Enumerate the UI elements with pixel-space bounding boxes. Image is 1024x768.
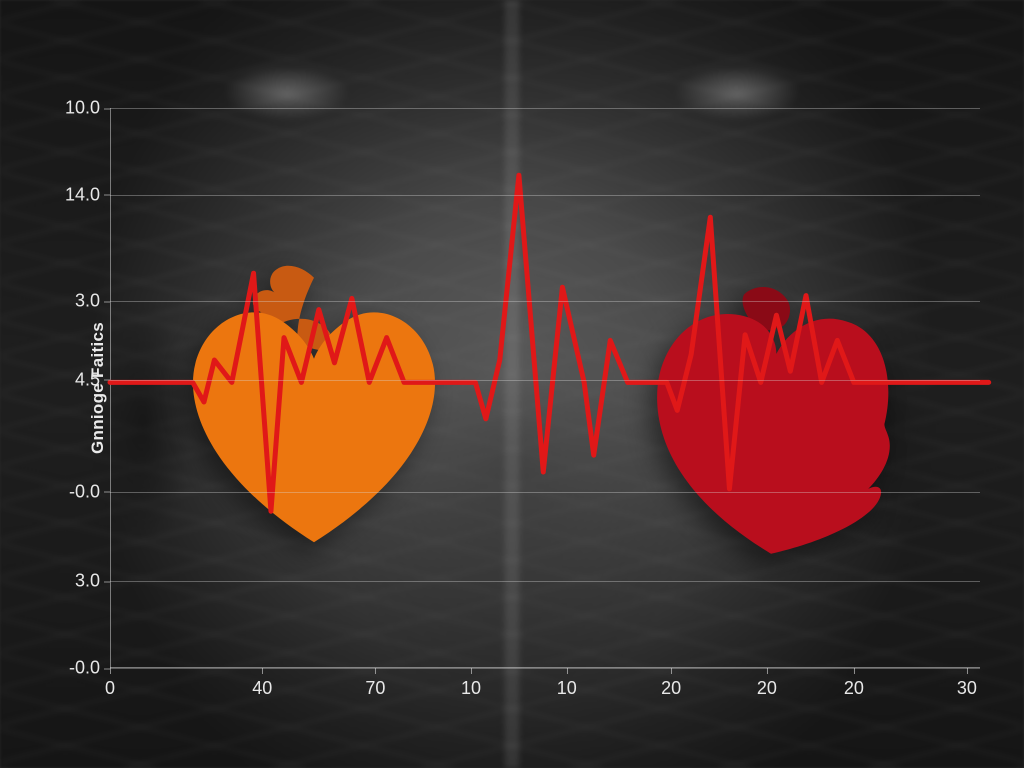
x-tick-label: 20 <box>661 678 681 699</box>
x-tick-label: 30 <box>957 678 977 699</box>
gridline <box>110 581 980 582</box>
y-tick-label: -0.0 <box>69 658 100 679</box>
gridline <box>110 668 980 669</box>
y-tick-label: 4.5 <box>75 369 100 390</box>
y-tick-label: 14.0 <box>65 184 100 205</box>
gridline <box>110 492 980 493</box>
x-tick-label: 40 <box>252 678 272 699</box>
x-tick-label: 70 <box>365 678 385 699</box>
x-tick-label: 10 <box>461 678 481 699</box>
gridline <box>110 108 980 109</box>
x-tick-label: 0 <box>105 678 115 699</box>
y-tick-label: 3.0 <box>75 571 100 592</box>
gridline <box>110 301 980 302</box>
y-tick-label: 3.0 <box>75 291 100 312</box>
ecg-line <box>110 108 980 668</box>
gridline <box>110 195 980 196</box>
y-tick-label: 10.0 <box>65 98 100 119</box>
chart-plot-area: Gnnioge Faitics 10.014.03.04.5-0.03.0-0.… <box>110 108 980 668</box>
x-tick-label: 20 <box>844 678 864 699</box>
x-tick-label: 20 <box>757 678 777 699</box>
x-tick-label: 10 <box>557 678 577 699</box>
gridline <box>110 380 980 381</box>
y-tick-label: -0.0 <box>69 481 100 502</box>
